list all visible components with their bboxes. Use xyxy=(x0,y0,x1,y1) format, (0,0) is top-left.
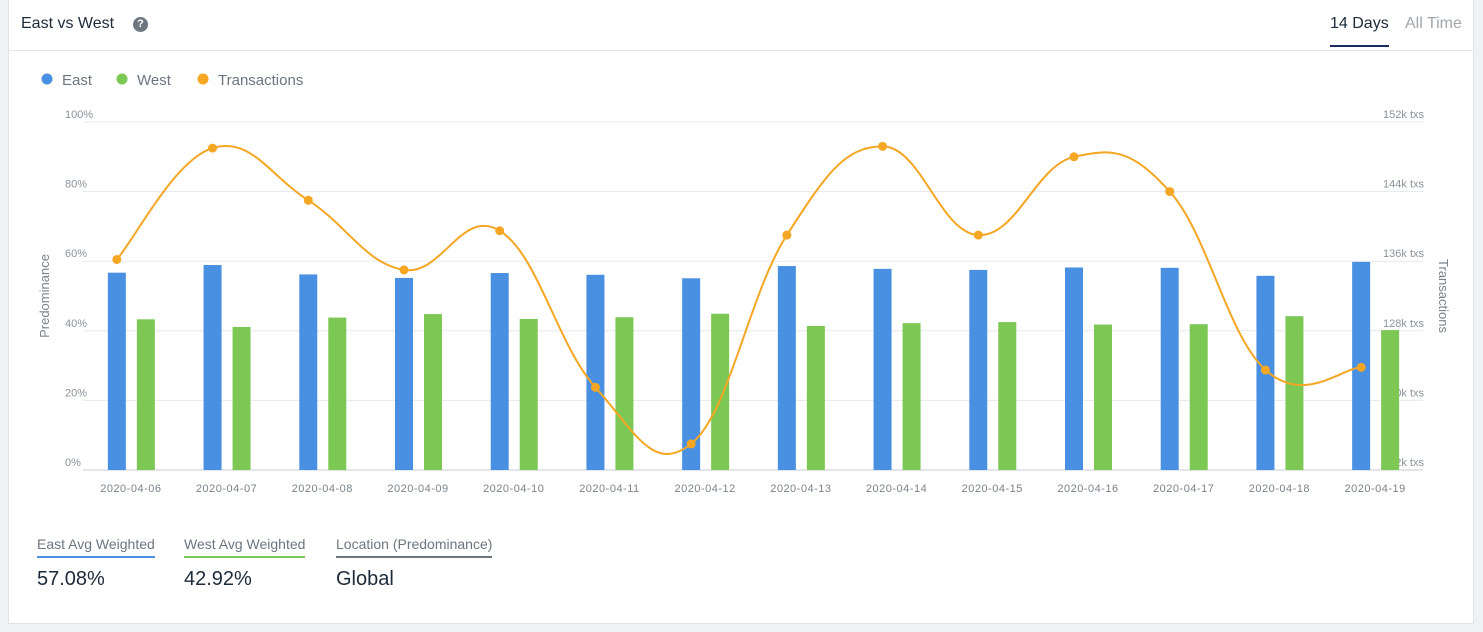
y-axis-label-left: Predominance xyxy=(37,254,52,338)
transactions-point xyxy=(495,226,505,236)
bar-east xyxy=(490,273,509,470)
transactions-point xyxy=(1260,365,1270,375)
transactions-line xyxy=(116,145,1362,455)
stat-label: West Avg Weighted xyxy=(184,536,306,558)
transactions-point xyxy=(303,195,313,205)
bar-east xyxy=(1160,267,1179,470)
bar-east xyxy=(586,274,605,470)
transactions-point xyxy=(878,141,888,151)
transactions-point xyxy=(973,230,983,240)
bar-east xyxy=(1065,267,1083,470)
stat-label: East Avg Weighted xyxy=(37,536,155,558)
y-tick-left: 100% xyxy=(65,109,93,121)
bar-west xyxy=(519,318,538,470)
stat-east-avg: East Avg Weighted 57.08% xyxy=(37,536,155,591)
transactions-point xyxy=(1356,362,1366,372)
y-tick-left: 60% xyxy=(65,248,87,260)
y-tick-left: 20% xyxy=(65,387,87,399)
x-tick-label: 2020-04-15 xyxy=(962,483,1023,495)
x-tick-label: 2020-04-06 xyxy=(100,483,161,495)
transactions-point xyxy=(686,439,696,449)
bar-east xyxy=(299,274,318,470)
stat-value: Global xyxy=(336,568,394,590)
x-tick-label: 2020-04-13 xyxy=(770,483,831,495)
bar-east xyxy=(873,268,892,470)
question-circle-icon[interactable]: ? xyxy=(133,17,148,32)
bar-west xyxy=(136,319,155,470)
transactions-point xyxy=(399,265,409,275)
x-tick-label: 2020-04-11 xyxy=(579,483,639,495)
bar-west xyxy=(1189,324,1208,470)
transactions-point xyxy=(1165,187,1175,197)
bar-west xyxy=(806,325,825,470)
stat-label: Location (Predominance) xyxy=(336,536,493,558)
y-tick-left: 40% xyxy=(65,318,87,330)
card-header: East vs West ? 14 Days All Time xyxy=(9,0,1473,51)
bar-west xyxy=(615,317,634,470)
y-tick-right: 144k txs xyxy=(1383,179,1424,191)
x-tick-label: 2020-04-14 xyxy=(866,483,927,495)
transactions-point xyxy=(782,230,792,240)
x-tick-label: 2020-04-17 xyxy=(1153,483,1214,495)
x-tick-label: 2020-04-07 xyxy=(196,483,257,495)
y-tick-left: 0% xyxy=(65,457,81,469)
stat-location: Location (Predominance) Global xyxy=(336,536,493,591)
bar-east xyxy=(682,278,701,470)
bar-west xyxy=(328,317,347,470)
transactions-point xyxy=(1069,152,1079,162)
legend-marker xyxy=(41,73,53,85)
stat-west-avg: West Avg Weighted 42.92% xyxy=(184,536,306,591)
bar-west xyxy=(1381,330,1400,470)
y-tick-left: 80% xyxy=(65,179,87,191)
bar-east xyxy=(777,266,796,470)
bar-west xyxy=(711,313,730,470)
transactions-point xyxy=(590,382,600,392)
x-tick-label: 2020-04-10 xyxy=(483,483,544,495)
bar-west xyxy=(998,322,1017,470)
bar-east xyxy=(203,265,222,470)
transactions-point xyxy=(112,254,122,264)
stat-value: 57.08% xyxy=(37,568,105,590)
y-tick-right: 136k txs xyxy=(1383,248,1424,260)
y-tick-right: 152k txs xyxy=(1383,109,1424,121)
x-tick-label: 2020-04-08 xyxy=(292,483,353,495)
legend-marker xyxy=(197,73,209,85)
legend-label: West xyxy=(137,72,172,89)
bar-east xyxy=(969,269,988,470)
bar-west xyxy=(424,314,442,470)
bar-west xyxy=(1285,316,1304,470)
legend-label: Transactions xyxy=(218,72,303,89)
legend-label: East xyxy=(62,72,93,89)
bar-west xyxy=(232,326,251,470)
x-tick-label: 2020-04-12 xyxy=(675,483,736,495)
east-vs-west-card: East vs West ? 14 Days All Time 0% 20% 40%… xyxy=(8,0,1474,624)
y-tick-right: 128k txs xyxy=(1383,318,1424,330)
bar-west xyxy=(902,323,921,470)
card-title: East vs West xyxy=(21,15,115,32)
x-tick-label: 2020-04-18 xyxy=(1249,483,1310,495)
stat-value: 42.92% xyxy=(184,568,252,590)
legend-marker xyxy=(116,73,128,85)
x-tick-label: 2020-04-19 xyxy=(1345,483,1406,495)
x-tick-label: 2020-04-09 xyxy=(387,483,448,495)
bar-west xyxy=(1094,324,1112,470)
transactions-point xyxy=(208,143,218,153)
y-axis-label-right: Transactions xyxy=(1436,259,1451,333)
tab-14-days[interactable]: 14 Days xyxy=(1330,15,1389,47)
bar-east xyxy=(395,277,413,470)
x-tick-label: 2020-04-16 xyxy=(1057,483,1118,495)
bar-east xyxy=(107,272,126,470)
tab-all-time[interactable]: All Time xyxy=(1405,15,1462,32)
